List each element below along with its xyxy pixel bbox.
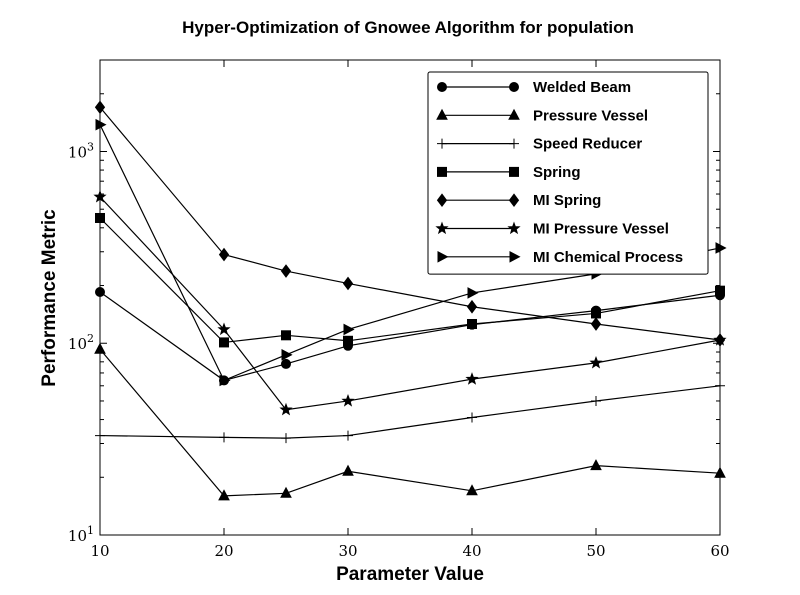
x-axis-label: Parameter Value — [336, 564, 484, 585]
legend-marker — [509, 250, 521, 263]
legend-marker — [437, 138, 447, 149]
legend-label: MI Chemical Process — [533, 249, 683, 266]
x-tick-label: 10 — [90, 542, 109, 560]
y-tick-label: 101 — [68, 524, 94, 545]
x-tick-label: 30 — [338, 542, 357, 560]
data-point-welded-beam — [95, 287, 105, 298]
series-welded-beam — [95, 287, 725, 386]
data-point-mi-spring — [466, 299, 478, 314]
legend-label: Welded Beam — [533, 79, 631, 96]
data-point-pressure-vessel — [466, 484, 478, 496]
data-point-speed-reducer — [219, 432, 229, 443]
series-line-speed-reducer — [99, 385, 721, 439]
legend-marker — [509, 166, 519, 177]
data-point-welded-beam — [281, 358, 291, 369]
data-point-spring — [219, 337, 229, 348]
data-point-mi-pressure-vessel — [713, 333, 727, 346]
x-tick-label: 50 — [586, 542, 605, 560]
data-point-pressure-vessel — [94, 342, 106, 354]
data-point-pressure-vessel — [280, 486, 292, 498]
data-point-spring — [467, 318, 477, 329]
legend-entry-pressure-vessel: Pressure Vessel — [436, 107, 648, 124]
legend-marker — [509, 138, 519, 149]
legend-marker — [436, 193, 448, 208]
data-point-mi-chemical-process — [281, 349, 293, 361]
data-point-speed-reducer — [591, 395, 601, 406]
data-point-spring — [95, 212, 105, 223]
data-point-mi-chemical-process — [95, 118, 107, 131]
legend-marker — [436, 108, 448, 120]
data-point-mi-spring — [280, 264, 292, 278]
x-tick-label: 40 — [462, 542, 481, 560]
legend-entry-mi-chemical-process: MI Chemical Process — [437, 249, 683, 266]
data-point-mi-spring — [94, 100, 106, 115]
legend-marker — [437, 166, 447, 177]
data-point-spring — [715, 285, 725, 296]
series-line-welded-beam — [99, 291, 721, 382]
legend-label: MI Pressure Vessel — [533, 221, 669, 238]
data-point-mi-chemical-process — [715, 242, 727, 254]
data-point-mi-chemical-process — [467, 287, 479, 299]
series-spring — [95, 212, 725, 348]
data-point-speed-reducer — [467, 412, 477, 423]
data-point-mi-chemical-process — [343, 323, 355, 336]
legend-entry-speed-reducer: Speed Reducer — [437, 136, 642, 153]
data-point-spring — [343, 335, 353, 346]
data-point-mi-pressure-vessel — [217, 322, 231, 336]
series-line-pressure-vessel — [99, 348, 721, 497]
y-tick-label: 102 — [68, 332, 94, 353]
data-point-mi-pressure-vessel — [465, 372, 479, 385]
data-point-pressure-vessel — [218, 489, 230, 501]
data-point-mi-pressure-vessel — [279, 402, 293, 416]
legend-marker — [508, 108, 520, 120]
data-point-pressure-vessel — [342, 464, 354, 476]
data-point-spring — [591, 308, 601, 319]
data-point-mi-spring — [218, 247, 230, 262]
series-pressure-vessel — [94, 342, 726, 501]
series-layer — [93, 100, 727, 501]
y-axis-label: Performance Metric — [39, 209, 60, 387]
legend: Welded Beam Pressure Vessel Speed Reducer S… — [427, 71, 709, 275]
series-mi-pressure-vessel — [93, 189, 727, 416]
data-point-speed-reducer — [343, 430, 353, 441]
legend-label: Speed Reducer — [533, 136, 642, 153]
legend-entry-mi-spring: MI Spring — [436, 192, 601, 209]
legend-marker — [435, 221, 449, 235]
data-point-mi-pressure-vessel — [93, 189, 107, 203]
chart-title: Hyper-Optimization of Gnowee Algorithm f… — [182, 18, 634, 37]
legend-marker — [507, 221, 521, 235]
legend-label: Spring — [533, 164, 581, 181]
legend-entry-mi-pressure-vessel: MI Pressure Vessel — [435, 221, 669, 238]
data-point-speed-reducer — [95, 430, 105, 441]
legend-entry-welded-beam: Welded Beam — [437, 79, 631, 96]
data-point-mi-pressure-vessel — [341, 394, 355, 407]
data-point-spring — [281, 330, 291, 341]
data-point-mi-pressure-vessel — [589, 355, 603, 369]
legend-marker — [437, 250, 449, 263]
data-point-mi-spring — [590, 317, 602, 331]
legend-marker — [508, 193, 520, 208]
y-tick-label: 103 — [68, 140, 94, 161]
legend-entry-spring: Spring — [437, 164, 581, 181]
axes-layer: 10 20 30 40 50 60 101 102 103 — [68, 59, 730, 560]
series-speed-reducer — [95, 380, 725, 444]
legend-marker — [509, 82, 519, 92]
x-tick-label: 60 — [710, 542, 729, 560]
data-point-speed-reducer — [281, 433, 291, 444]
data-point-mi-spring — [342, 276, 354, 291]
x-tick-label: 20 — [214, 542, 233, 560]
data-point-pressure-vessel — [590, 459, 602, 471]
legend-box — [427, 71, 709, 275]
legend-marker — [437, 82, 447, 92]
data-point-mi-chemical-process — [219, 374, 231, 387]
legend-label: MI Spring — [533, 192, 601, 209]
legend-label: Pressure Vessel — [533, 107, 648, 124]
